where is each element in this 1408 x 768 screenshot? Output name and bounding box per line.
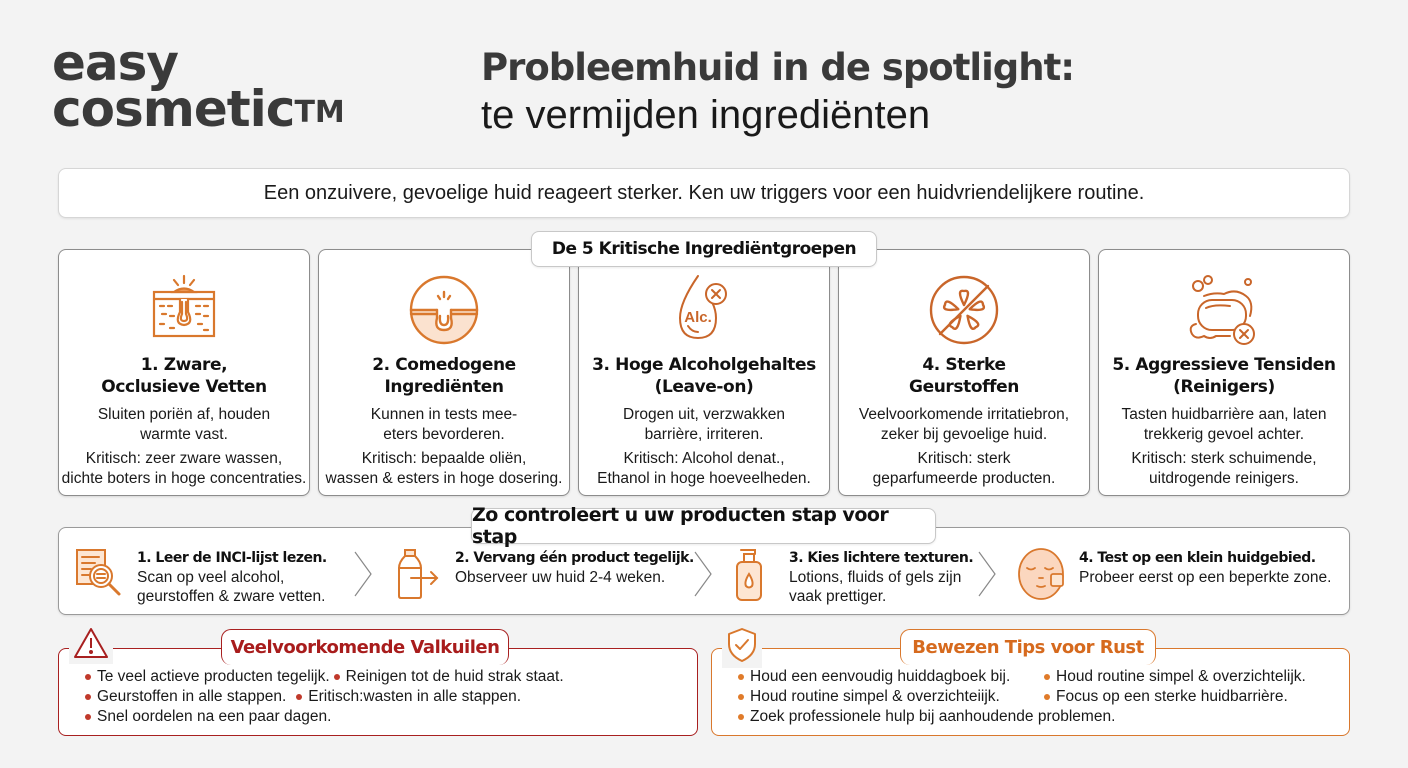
document-magnifier-icon (76, 549, 121, 596)
brand-line1: easy (52, 34, 179, 92)
step-2: 2. Vervang één product tegelijk. Observe… (393, 546, 694, 602)
step-line: Lotions, fluids of gels zijn (789, 569, 962, 586)
pitfalls-box: Veelvoorkomende Valkuilen Te veel actiev… (58, 627, 698, 736)
page-title: Probleemhuid in de spotlight: te vermijd… (481, 46, 1075, 138)
step-line: vaak prettiger. (789, 588, 887, 605)
tip-item: Houd routine simpel & overzichtelijk. (1044, 667, 1306, 687)
pitfall-item: Te veel actieve producten tegelijk. (85, 667, 330, 687)
card-critical-note: Kritisch: sterk geparfumeerde producten. (872, 450, 1056, 487)
card-description: Drogen uit, verzwakken barrière, irritere… (623, 406, 785, 443)
card-critical-note: Kritisch: zeer zware wassen, dichte boter… (61, 450, 307, 487)
warning-triangle-icon (69, 627, 113, 664)
steps-section-title: Zo controleert u uw producten stap voor … (471, 504, 936, 548)
groups-title-text: De 5 Kritische Ingrediëntgroepen (551, 239, 857, 259)
face-patch-test-icon (1018, 548, 1064, 600)
card-description: Sluiten poriën af, houden warmte vast. (97, 406, 271, 443)
card-critical-note: Kritisch: sterk schuimende, uitdrogende r… (1131, 450, 1317, 487)
tip-item: Focus op een sterke huidbarrière. (1044, 687, 1288, 707)
title-line2: te vermijden ingrediënten (481, 93, 931, 137)
step-4: 4. Test op een klein huidgebied. Probeer… (1017, 546, 1331, 602)
pitfall-item: Reinigen tot de huid strak staat. (333, 667, 564, 687)
step-title: 2. Vervang één product tegelijk. (455, 550, 694, 566)
tip-item: Houd routine simpel & overzichteiijk. (738, 687, 1044, 707)
card-fragrance: 4. Sterke Geurstoffen Veelvoorkomende irr… (838, 249, 1090, 496)
tip-item: Zoek professionele hulp bij aanhoudende … (738, 707, 1115, 727)
card-title: 2. Comedogene Ingrediënten (372, 355, 516, 397)
card-comedogenic: 2. Comedogene Ingrediënten Kunnen in test… (318, 249, 570, 496)
step-title: 4. Test op een klein huidgebied. (1079, 550, 1316, 566)
step-line: Probeer eerst op een beperkte zone. (1079, 569, 1332, 586)
step-title: 1. Leer de INCI-lijst lezen. (137, 550, 327, 566)
tips-title: Bewezen Tips voor Rust (900, 629, 1156, 665)
card-occlusive-fats: 1. Zware, Occlusieve Vetten Sluiten porië… (58, 249, 310, 496)
groups-section-title: De 5 Kritische Ingrediëntgroepen (531, 231, 877, 267)
tips-list: Houd een eenvoudig huiddagboek bij. Houd… (738, 667, 1306, 727)
intro-text: Een onzuivere, gevoelige huid reageert s… (263, 181, 1145, 204)
no-fragrance-flower-icon (839, 272, 1089, 348)
card-title: 3. Hoge Alcoholgehaltes (Leave-on) (592, 355, 816, 397)
skin-pore-clog-icon (59, 272, 309, 348)
pitfall-item: Eritisch:wasten in alle stappen. (296, 687, 521, 707)
step-title: 3. Kies lichtere texturen. (789, 550, 974, 566)
card-title: 1. Zware, Occlusieve Vetten (101, 355, 267, 397)
tips-box: Bewezen Tips voor Rust Houd een eenvoudi… (711, 627, 1350, 736)
trademark: TM (294, 95, 345, 130)
pump-bottle-icon (736, 549, 762, 601)
card-alcohol: Alc. 3. Hoge Alcoholgehaltes (Leave-on) D… (578, 249, 830, 496)
soap-foam-x-icon (1099, 272, 1349, 348)
card-description: Tasten huidbarrière aan, laten trekkerig … (1121, 406, 1327, 443)
step-line: Scan op veel alcohol, (137, 569, 285, 586)
steps-panel: 1. Leer de INCI-lijst lezen. Scan op vee… (58, 527, 1350, 615)
brand-line2: cosmetic (52, 80, 295, 138)
step-line: Observeer uw huid 2-4 weken. (455, 569, 666, 586)
step-3: 3. Kies lichtere texturen. Lotions, flui… (727, 546, 974, 606)
pitfalls-list: Te veel actieve producten tegelijk. Rein… (85, 667, 564, 727)
pitfall-item: Snel oordelen na een paar dagen. (85, 707, 331, 727)
card-critical-note: Kritisch: bepaalde oliën, wassen & esters… (325, 450, 563, 487)
shield-check-icon (722, 627, 762, 668)
brand-logo: easy cosmeticTM (52, 34, 345, 134)
steps-title-text: Zo controleert u uw producten stap voor … (472, 504, 889, 548)
chevron-right-icon (354, 551, 372, 597)
chevron-right-icon (978, 551, 996, 597)
svg-text:Alc.: Alc. (684, 309, 712, 326)
card-critical-note: Kritisch: Alcohol denat., Ethanol in hoge… (597, 450, 811, 487)
step-1: 1. Leer de INCI-lijst lezen. Scan op vee… (75, 546, 327, 606)
chevron-right-icon (694, 551, 712, 597)
card-title: 4. Sterke Geurstoffen (909, 355, 1019, 397)
tip-item: Houd een eenvoudig huiddagboek bij. (738, 667, 1044, 687)
comedone-pore-icon (319, 272, 569, 348)
pitfall-item: Geurstoffen in alle stappen. (85, 687, 286, 707)
intro-banner: Een onzuivere, gevoelige huid reageert s… (58, 168, 1350, 218)
alcohol-drop-x-icon: Alc. (579, 272, 829, 348)
card-description: Veelvoorkomende irritatiebron, zeker bij … (858, 406, 1070, 443)
card-title: 5. Aggressieve Tensiden (Reinigers) (1112, 355, 1336, 397)
card-surfactants: 5. Aggressieve Tensiden (Reinigers) Taste… (1098, 249, 1350, 496)
title-line1: Probleemhuid in de spotlight: (481, 46, 1075, 89)
pitfalls-title: Veelvoorkomende Valkuilen (221, 629, 509, 665)
step-line: geurstoffen & zware vetten. (137, 588, 326, 605)
card-description: Kunnen in tests mee-eters bevorderen. (370, 406, 518, 443)
bottle-swap-arrow-icon (398, 549, 439, 599)
ingredient-group-cards: 1. Zware, Occlusieve Vetten Sluiten porië… (58, 249, 1350, 496)
